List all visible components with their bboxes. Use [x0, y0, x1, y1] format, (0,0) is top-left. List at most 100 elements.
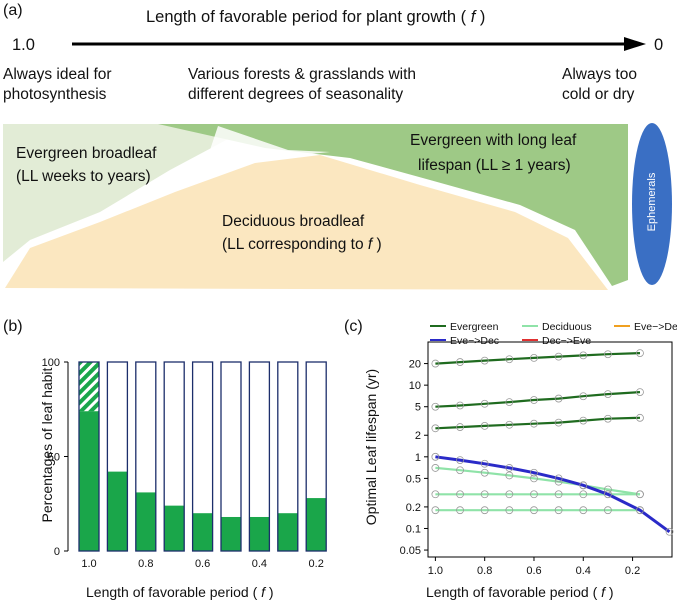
data-point	[579, 392, 588, 401]
x-tick-label: 1.0	[428, 565, 443, 577]
desc-right-line1: Always too	[562, 66, 637, 83]
evergreen-long-line2: lifespan (LL ≥ 1 years)	[418, 157, 571, 174]
ephemerals-ellipse	[632, 123, 672, 285]
data-point	[554, 418, 563, 427]
data-point	[636, 413, 644, 422]
deciduous-line2: (LL corresponding to f )	[222, 236, 382, 253]
bar-evergreen	[221, 516, 241, 551]
x-tick-label: 1.0	[81, 558, 96, 570]
bar-evergreen	[277, 513, 298, 551]
data-point	[530, 474, 538, 483]
desc-left-line1: Always ideal for	[3, 66, 112, 83]
y-tick-label: 2	[415, 430, 421, 442]
bar-frame	[191, 361, 214, 552]
region-divider	[210, 126, 330, 158]
data-point	[431, 490, 440, 499]
bar-evergreen	[107, 471, 128, 551]
data-point	[636, 388, 644, 396]
evergreen-long-line1: Evergreen with long leaf	[410, 132, 577, 149]
desc-mid-line2: different degrees of seasonality	[188, 86, 404, 103]
data-point	[604, 350, 612, 359]
axis-right-value: 0	[654, 36, 664, 54]
series-line	[435, 455, 671, 534]
data-point	[530, 353, 538, 362]
legend-label: Deciduous	[542, 321, 592, 333]
data-point	[480, 459, 489, 468]
data-point	[579, 506, 588, 515]
x-tick-label: 0.4	[576, 565, 591, 577]
bar-frame	[277, 361, 299, 552]
data-point	[480, 356, 489, 365]
y-tick-label: 20	[409, 359, 421, 371]
data-point	[554, 490, 563, 499]
x-tick-label: 0.6	[526, 565, 541, 577]
y-tick-label: 0	[54, 546, 60, 558]
bar-frame	[135, 361, 157, 552]
data-point	[554, 394, 563, 403]
panel-c-label: (c)	[344, 318, 363, 335]
legend-label: Dec−>Eve	[542, 335, 591, 347]
desc-left-line2: photosynthesis	[3, 86, 107, 103]
y-tick-label: 1	[415, 452, 421, 464]
bar-evergreen	[135, 492, 156, 551]
bar-frame	[305, 361, 327, 552]
x-tick-label: 0.4	[252, 558, 267, 570]
data-point	[480, 468, 489, 477]
data-point	[480, 421, 489, 430]
plot-frame	[427, 341, 673, 558]
data-point	[604, 506, 612, 515]
bar-hatched	[79, 362, 99, 412]
data-point	[505, 490, 514, 499]
data-point	[431, 402, 440, 411]
data-point	[530, 490, 538, 499]
data-point	[530, 396, 538, 404]
data-point	[530, 468, 538, 477]
data-point	[530, 419, 538, 428]
desc-right-line2: cold or dry	[562, 86, 635, 103]
data-point	[604, 390, 612, 399]
bar-frame	[220, 361, 242, 552]
panel-b-xlabel: Length of favorable period ( f )	[86, 584, 274, 600]
data-point	[505, 506, 514, 515]
y-tick-label: 100	[42, 357, 60, 369]
y-tick-label: 0.5	[406, 473, 421, 485]
data-point	[554, 352, 563, 361]
bar-evergreen	[79, 411, 99, 551]
data-point	[579, 490, 588, 499]
data-point	[480, 490, 489, 499]
y-tick-label: 0.05	[400, 545, 421, 557]
series-line	[435, 352, 641, 365]
x-tick-label: 0.6	[195, 558, 210, 570]
bar-frame	[106, 361, 129, 552]
data-point	[456, 358, 464, 366]
data-point	[456, 490, 464, 499]
data-point	[636, 506, 644, 515]
legend-label: Eve−>Dec	[450, 335, 499, 347]
data-point	[456, 466, 464, 475]
series-line	[435, 416, 641, 430]
evergreen-long-region	[158, 124, 628, 286]
y-tick-label: 10	[409, 380, 421, 392]
data-point	[456, 456, 464, 464]
panel-a-label: (a)	[3, 2, 23, 19]
data-point	[431, 359, 440, 368]
data-point	[636, 349, 644, 358]
y-tick-label: 0.2	[406, 502, 421, 514]
data-point	[554, 506, 563, 515]
axis-left-value: 1.0	[12, 36, 35, 54]
data-point	[431, 506, 440, 515]
deciduous-line1: Deciduous broadleaf	[222, 213, 365, 230]
data-point	[431, 424, 440, 433]
bar-evergreen	[164, 505, 185, 551]
data-point	[456, 401, 464, 410]
panel-b-label: (b)	[3, 318, 23, 335]
data-point	[456, 506, 464, 515]
data-point	[604, 490, 612, 499]
legend-label: Evergreen	[450, 321, 499, 333]
bar-evergreen	[306, 498, 327, 551]
evergreen-broadleaf-line2: (LL weeks to years)	[16, 168, 151, 185]
data-point	[505, 471, 514, 480]
bar-frame	[248, 361, 271, 552]
